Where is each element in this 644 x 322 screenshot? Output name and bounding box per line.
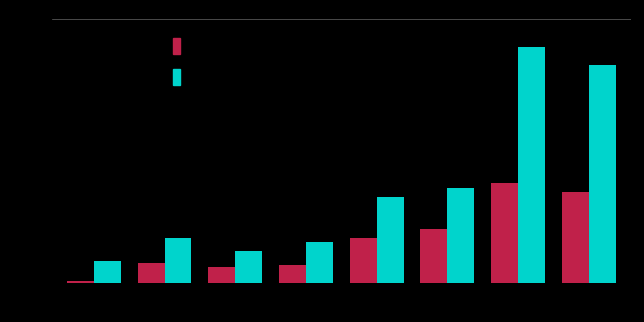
Bar bbox=[173, 38, 180, 54]
Bar bbox=[94, 260, 121, 283]
Bar bbox=[491, 183, 518, 283]
Bar bbox=[350, 238, 377, 283]
Bar bbox=[279, 265, 306, 283]
Bar bbox=[448, 188, 474, 283]
Bar bbox=[589, 65, 616, 283]
Bar bbox=[235, 251, 262, 283]
Bar bbox=[421, 229, 448, 283]
Bar bbox=[165, 238, 191, 283]
Bar bbox=[377, 197, 404, 283]
Bar bbox=[209, 267, 235, 283]
Bar bbox=[306, 242, 333, 283]
Bar bbox=[138, 263, 165, 283]
Bar bbox=[562, 192, 589, 283]
Bar bbox=[518, 47, 545, 283]
Bar bbox=[173, 70, 180, 85]
Bar bbox=[67, 281, 94, 283]
